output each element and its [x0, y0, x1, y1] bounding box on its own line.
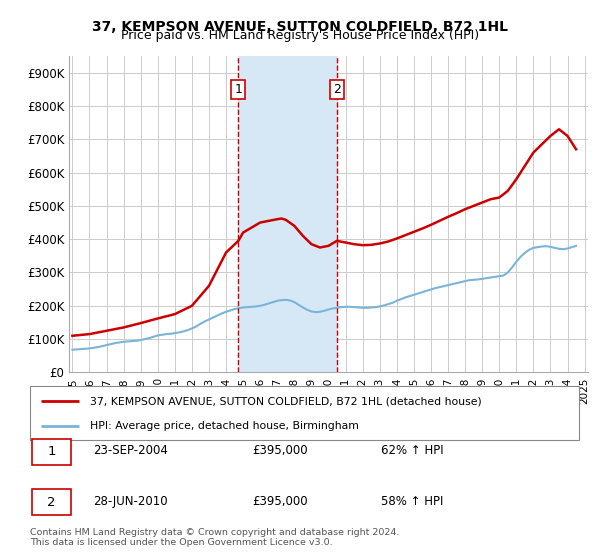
- Text: Contains HM Land Registry data © Crown copyright and database right 2024.
This d: Contains HM Land Registry data © Crown c…: [30, 528, 400, 547]
- Text: 23-SEP-2004: 23-SEP-2004: [93, 444, 168, 458]
- Text: 62% ↑ HPI: 62% ↑ HPI: [381, 444, 443, 458]
- Text: Price paid vs. HM Land Registry's House Price Index (HPI): Price paid vs. HM Land Registry's House …: [121, 29, 479, 42]
- Text: 1: 1: [235, 83, 242, 96]
- Text: 2: 2: [333, 83, 341, 96]
- Text: 1: 1: [47, 445, 56, 459]
- FancyBboxPatch shape: [32, 489, 71, 515]
- FancyBboxPatch shape: [32, 439, 71, 465]
- Text: 28-JUN-2010: 28-JUN-2010: [93, 494, 167, 508]
- Text: £395,000: £395,000: [252, 494, 308, 508]
- Bar: [238, 56, 337, 372]
- Text: 2: 2: [47, 496, 56, 509]
- Text: 58% ↑ HPI: 58% ↑ HPI: [381, 494, 443, 508]
- Text: 37, KEMPSON AVENUE, SUTTON COLDFIELD, B72 1HL: 37, KEMPSON AVENUE, SUTTON COLDFIELD, B7…: [92, 20, 508, 34]
- Text: HPI: Average price, detached house, Birmingham: HPI: Average price, detached house, Birm…: [91, 421, 359, 431]
- Text: 37, KEMPSON AVENUE, SUTTON COLDFIELD, B72 1HL (detached house): 37, KEMPSON AVENUE, SUTTON COLDFIELD, B7…: [91, 396, 482, 407]
- FancyBboxPatch shape: [30, 386, 579, 440]
- Text: £395,000: £395,000: [252, 444, 308, 458]
